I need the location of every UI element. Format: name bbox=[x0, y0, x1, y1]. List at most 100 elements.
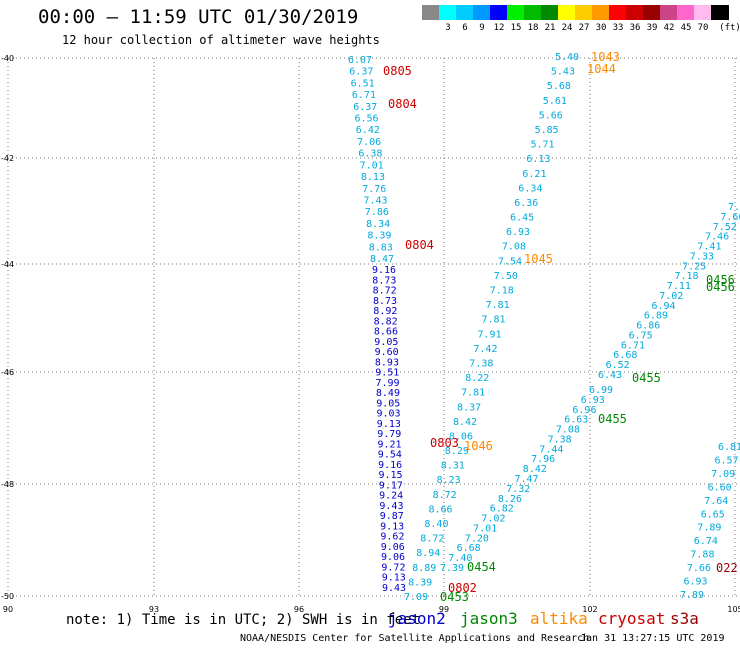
wave-height-value: 8.89 bbox=[412, 563, 436, 574]
wave-height-value: 9.43 bbox=[382, 583, 406, 594]
lat-label: -46 bbox=[1, 368, 14, 377]
wave-height-value: 7.33 bbox=[690, 251, 714, 262]
legend-altika: altika bbox=[530, 609, 588, 628]
pass-label-jason3: 0456 bbox=[706, 273, 735, 287]
wave-height-value: 7.52 bbox=[713, 222, 737, 233]
pass-label-s3a: 022 bbox=[716, 561, 738, 575]
colorbar-cell bbox=[456, 5, 474, 20]
lon-label: 90 bbox=[3, 605, 13, 614]
wave-height-value: 7.60 bbox=[720, 212, 740, 223]
wave-height-value: 9.16 bbox=[372, 265, 396, 276]
wave-height-value: 8.39 bbox=[408, 577, 432, 588]
wave-height-value: 7.32 bbox=[506, 484, 530, 495]
wave-height-value: 9.17 bbox=[379, 480, 403, 491]
wave-height-value: 7.25 bbox=[682, 261, 706, 272]
wave-height-value: 7.06 bbox=[357, 137, 381, 148]
wave-height-value: 8.72 bbox=[433, 490, 457, 501]
wave-height-value: 6.96 bbox=[572, 405, 596, 416]
wave-height-value: 5.85 bbox=[535, 125, 559, 136]
wave-height-value: 6.63 bbox=[564, 415, 588, 426]
colorbar-label: 3 bbox=[445, 23, 451, 33]
wave-height-value: 8.06 bbox=[449, 432, 473, 443]
pass-label-cryosat: 0803 bbox=[430, 436, 459, 450]
wave-height-value: 8.13 bbox=[361, 172, 385, 183]
wave-height-value: 6.81 bbox=[718, 442, 740, 453]
wave-height-value: 7.44 bbox=[539, 444, 563, 455]
wave-height-value: 7.89 bbox=[680, 590, 704, 601]
colorbar-cell bbox=[439, 5, 457, 20]
colorbar-label: 70 bbox=[697, 23, 709, 33]
wave-height-value: 5.68 bbox=[547, 81, 571, 92]
wave-height-value: 9.43 bbox=[379, 501, 403, 512]
wave-height-value: 6.34 bbox=[518, 183, 542, 194]
pass-label-cryosat: 0804 bbox=[405, 238, 434, 252]
wave-height-value: 8.94 bbox=[416, 548, 440, 559]
colorbar-label: 45 bbox=[680, 23, 692, 33]
colorbar-cell bbox=[541, 5, 559, 20]
wave-height-value: 5.43 bbox=[551, 67, 575, 78]
wave-height-value: 8.72 bbox=[420, 534, 444, 545]
wave-height-value: 6.94 bbox=[652, 301, 676, 312]
wave-height-value: 7.96 bbox=[531, 454, 555, 465]
wave-height-value: 6.93 bbox=[506, 227, 530, 238]
colorbar-label: 33 bbox=[612, 23, 624, 33]
wave-height-value: 7.08 bbox=[556, 425, 580, 436]
wave-height-value: 9.15 bbox=[379, 470, 403, 481]
map-subtitle: 12 hour collection of altimeter wave hei… bbox=[62, 33, 380, 47]
legend-cryosat: cryosat bbox=[598, 609, 666, 628]
wave-height-value: 6.71 bbox=[621, 340, 645, 351]
wave-height-value: 6.45 bbox=[510, 213, 534, 224]
wave-height-value: 5.61 bbox=[543, 96, 567, 107]
wave-height-value: 7.01 bbox=[473, 523, 497, 534]
wave-height-value: 9.79 bbox=[377, 429, 401, 440]
pass-label-cryosat: 0805 bbox=[383, 64, 412, 78]
colorbar-label: 12 bbox=[493, 23, 505, 33]
wave-height-value: 7.86 bbox=[365, 207, 389, 218]
wave-height-value: 7.38 bbox=[469, 359, 493, 370]
colorbar-label: 36 bbox=[629, 23, 641, 33]
colorbar-cell bbox=[609, 5, 627, 20]
wave-height-value: 8.66 bbox=[429, 504, 453, 515]
wave-height-value: 6.37 bbox=[349, 67, 373, 78]
wave-height-value: 7.42 bbox=[473, 344, 497, 355]
legend-jason2: jason2 bbox=[388, 609, 446, 628]
wave-height-value: 8.42 bbox=[523, 464, 547, 475]
wave-height-value: 7.50 bbox=[494, 271, 518, 282]
wave-height-value: 6.57 bbox=[715, 456, 739, 467]
colorbar-label: 24 bbox=[561, 23, 573, 33]
wave-height-value: 7.64 bbox=[704, 496, 728, 507]
wave-height-value: 7.46 bbox=[705, 232, 729, 243]
wave-height-value: 7.81 bbox=[486, 300, 510, 311]
lat-label: -40 bbox=[1, 54, 14, 63]
lon-label: 96 bbox=[294, 605, 304, 614]
wave-height-value: 6.21 bbox=[522, 169, 546, 180]
wave-height-value: 7.38 bbox=[548, 434, 572, 445]
colorbar-label: 27 bbox=[578, 23, 590, 33]
wave-height-value: 8.34 bbox=[366, 219, 390, 230]
wave-height-value: 8.23 bbox=[437, 475, 461, 486]
wave-height-value: 8.39 bbox=[367, 231, 391, 242]
wave-height-value: 7.99 bbox=[376, 378, 400, 389]
lat-label: -48 bbox=[1, 480, 14, 489]
wave-height-value: 6.60 bbox=[708, 482, 732, 493]
pass-label-altika: 1045 bbox=[524, 252, 553, 266]
pass-label-cryosat: 0804 bbox=[388, 97, 417, 111]
generated-timestamp: Jan 31 13:27:15 UTC 2019 bbox=[580, 633, 725, 644]
colorbar-cell bbox=[422, 5, 440, 20]
wave-height-value: 7.02 bbox=[659, 291, 683, 302]
wave-height-value: 8.93 bbox=[375, 357, 399, 368]
colorbar-cell bbox=[677, 5, 695, 20]
wave-height-value: 7.20 bbox=[465, 533, 489, 544]
pass-label-jason3: 0454 bbox=[467, 560, 496, 574]
wave-height-value: 6.71 bbox=[352, 90, 376, 101]
wave-height-value: 9.13 bbox=[377, 419, 401, 430]
wave-height-value: 7.81 bbox=[461, 388, 485, 399]
wave-height-value: 9.16 bbox=[378, 460, 402, 471]
footer-note: note: 1) Time is in UTC; 2) SWH is in fe… bbox=[66, 612, 421, 628]
wave-height-value: 9.54 bbox=[378, 450, 402, 461]
pass-label-jason3: 0455 bbox=[598, 412, 627, 426]
wave-height-value: 6.43 bbox=[598, 370, 622, 381]
wave-height-value: 7.54 bbox=[498, 256, 522, 267]
map-gridlines bbox=[7, 57, 740, 597]
